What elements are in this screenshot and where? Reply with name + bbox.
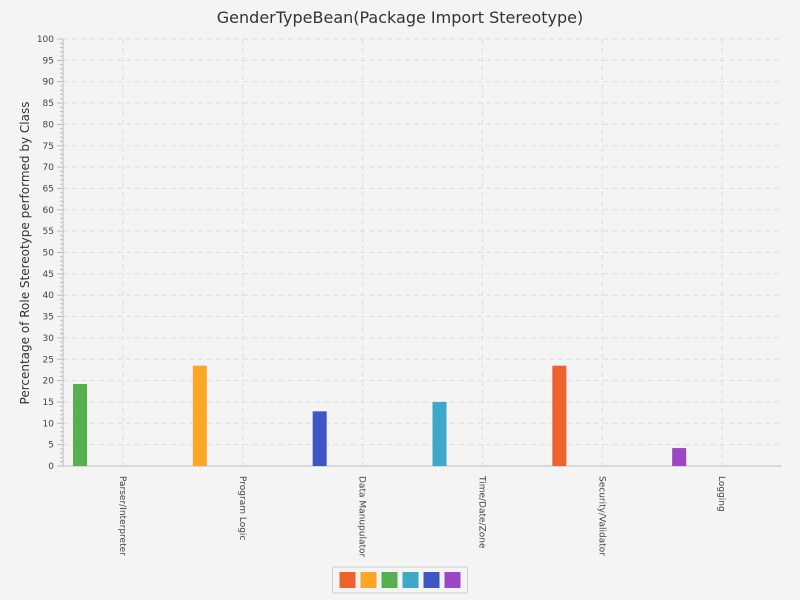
bar [672, 448, 687, 466]
y-tick-label: 50 [43, 249, 55, 259]
y-tick-label: 100 [37, 35, 54, 45]
y-tick-label: 65 [43, 184, 54, 194]
y-tick-label: 30 [43, 334, 55, 344]
y-tick-label: 45 [43, 270, 54, 280]
y-tick-label: 60 [43, 206, 55, 216]
y-tick-label: 15 [43, 398, 54, 408]
y-tick-label: 40 [43, 291, 55, 301]
y-tick-label: 55 [43, 227, 54, 237]
y-tick-label: 85 [43, 99, 54, 109]
y-tick-label: 75 [43, 142, 54, 152]
y-tick-label: 0 [48, 462, 54, 472]
x-tick-label: Parser/Interpreter [117, 476, 127, 556]
x-tick-label: Time/Date/Zone [476, 475, 486, 549]
y-tick-label: 70 [43, 163, 55, 173]
y-tick-label: 20 [43, 377, 55, 387]
legend-swatch [381, 572, 398, 588]
legend-swatch [339, 572, 356, 588]
x-tick-label: Program Logic [237, 476, 247, 540]
chart-title: GenderTypeBean(Package Import Stereotype… [217, 8, 583, 27]
bar [312, 411, 327, 466]
legend-swatch [444, 572, 461, 588]
y-tick-label: 10 [43, 419, 55, 429]
bar [73, 384, 87, 466]
label-layer: 0 5 10 15 20 25 30 35 40 45 50 55 60 65 70 75 80 85 90 95 10… [37, 35, 726, 558]
y-axis-title: Percentage of Role Stereotype performed … [18, 102, 32, 405]
legend [332, 566, 468, 594]
axis-layer [57, 38, 782, 467]
x-tick-label: Logging [716, 476, 726, 512]
y-tick-label: 80 [43, 120, 55, 130]
legend-swatch [423, 572, 440, 588]
x-tick-label: Data Manupulator [357, 476, 367, 558]
legend-swatch [360, 572, 377, 588]
grid-layer [63, 38, 782, 466]
legend-swatch [402, 572, 419, 588]
bar [432, 401, 447, 466]
y-tick-label: 25 [43, 355, 54, 365]
bar [192, 365, 207, 466]
y-tick-label: 90 [43, 78, 55, 88]
y-tick-label: 95 [43, 56, 54, 66]
bar-layer [73, 365, 687, 466]
y-tick-label: 35 [43, 313, 54, 323]
x-tick-label: Security/Validator [596, 476, 606, 556]
y-tick-label: 5 [48, 441, 54, 451]
bar [552, 365, 567, 466]
